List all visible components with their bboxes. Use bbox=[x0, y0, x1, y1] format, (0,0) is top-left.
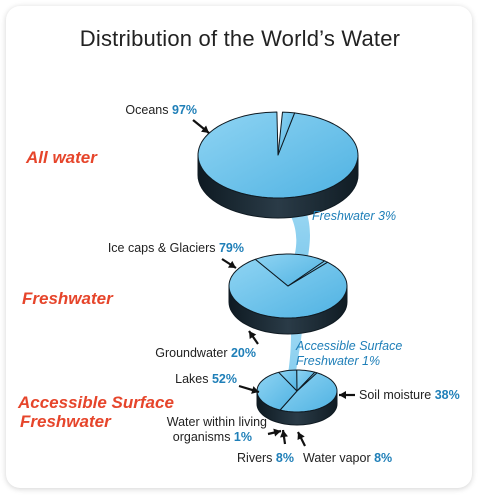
label-lakes-value: 52% bbox=[212, 372, 237, 386]
pie-slice-freshwater-groundwater bbox=[254, 253, 326, 287]
label-organisms-line2: organisms 1% bbox=[173, 430, 252, 444]
annotations-group: Oceans 97% Freshwater 3% Ice caps & Glacie… bbox=[108, 103, 460, 465]
arrow-oceans-head bbox=[201, 125, 209, 133]
label-soil-moisture: Soil moisture 38% bbox=[359, 388, 460, 402]
label-groundwater-name: Groundwater bbox=[155, 346, 231, 360]
section-label-freshwater: Freshwater bbox=[22, 289, 113, 308]
pie-slice-accessible-surface-freshwater-water-vapor bbox=[278, 369, 298, 392]
label-soil-moisture-name: Soil moisture bbox=[359, 388, 435, 402]
label-freshwater-flow: Freshwater 3% bbox=[312, 209, 396, 223]
label-groundwater: Groundwater 20% bbox=[155, 346, 256, 360]
label-organisms-line1: Water within living bbox=[167, 415, 267, 429]
label-rivers: Rivers 8% bbox=[237, 451, 294, 465]
pie-slice-accessible-surface-freshwater-lakes bbox=[279, 372, 338, 413]
label-organisms-line2-value: 1% bbox=[234, 430, 252, 444]
label-rivers-value: 8% bbox=[276, 451, 294, 465]
label-rivers-name: Rivers bbox=[237, 451, 276, 465]
label-organisms-line2-name: organisms bbox=[173, 430, 234, 444]
chart-title: Distribution of the World’s Water bbox=[79, 26, 401, 51]
label-water-vapor-name: Water vapor bbox=[303, 451, 374, 465]
arrow-water-vapor-head bbox=[297, 432, 305, 441]
pies-group bbox=[197, 111, 359, 426]
figure-card bbox=[6, 6, 472, 488]
label-oceans-name: Oceans bbox=[125, 103, 172, 117]
section-label-all-water: All water bbox=[26, 148, 97, 167]
pie-slice-freshwater-ice-caps-glaciers bbox=[228, 258, 348, 319]
label-water-vapor-value: 8% bbox=[374, 451, 392, 465]
arrow-organisms-head bbox=[273, 428, 281, 437]
arrow-rivers-head bbox=[280, 430, 288, 438]
section-label-accessible-line2: Freshwater bbox=[20, 412, 111, 431]
label-organisms-line1-name: Water within living bbox=[167, 415, 267, 429]
label-icecaps-name: Ice caps & Glaciers bbox=[108, 241, 219, 255]
arrow-groundwater-head bbox=[249, 331, 257, 340]
section-label-accessible-line1: Accessible Surface bbox=[18, 393, 174, 412]
pie-slice-all-water-freshwater bbox=[277, 111, 296, 156]
label-lakes-name: Lakes bbox=[175, 372, 212, 386]
arrow-soil-moisture-head bbox=[339, 391, 346, 399]
label-icecaps-value: 79% bbox=[219, 241, 244, 255]
label-accessible-flow-1: Accessible Surface bbox=[295, 339, 402, 353]
label-icecaps: Ice caps & Glaciers 79% bbox=[108, 241, 244, 255]
label-oceans-value: 97% bbox=[172, 103, 197, 117]
label-lakes: Lakes 52% bbox=[175, 372, 237, 386]
arrow-icecaps-head bbox=[227, 260, 236, 268]
label-oceans: Oceans 97% bbox=[125, 103, 197, 117]
pie-slice-freshwater-accessible-surface-freshwater bbox=[287, 260, 328, 287]
label-soil-moisture-value: 38% bbox=[435, 388, 460, 402]
label-accessible-flow-2: Freshwater 1% bbox=[296, 354, 380, 368]
arrow-lakes-head bbox=[251, 386, 259, 394]
label-groundwater-value: 20% bbox=[231, 346, 256, 360]
label-water-vapor: Water vapor 8% bbox=[303, 451, 392, 465]
pie-slice-accessible-surface-freshwater-water-within-living-organisms bbox=[296, 371, 318, 392]
